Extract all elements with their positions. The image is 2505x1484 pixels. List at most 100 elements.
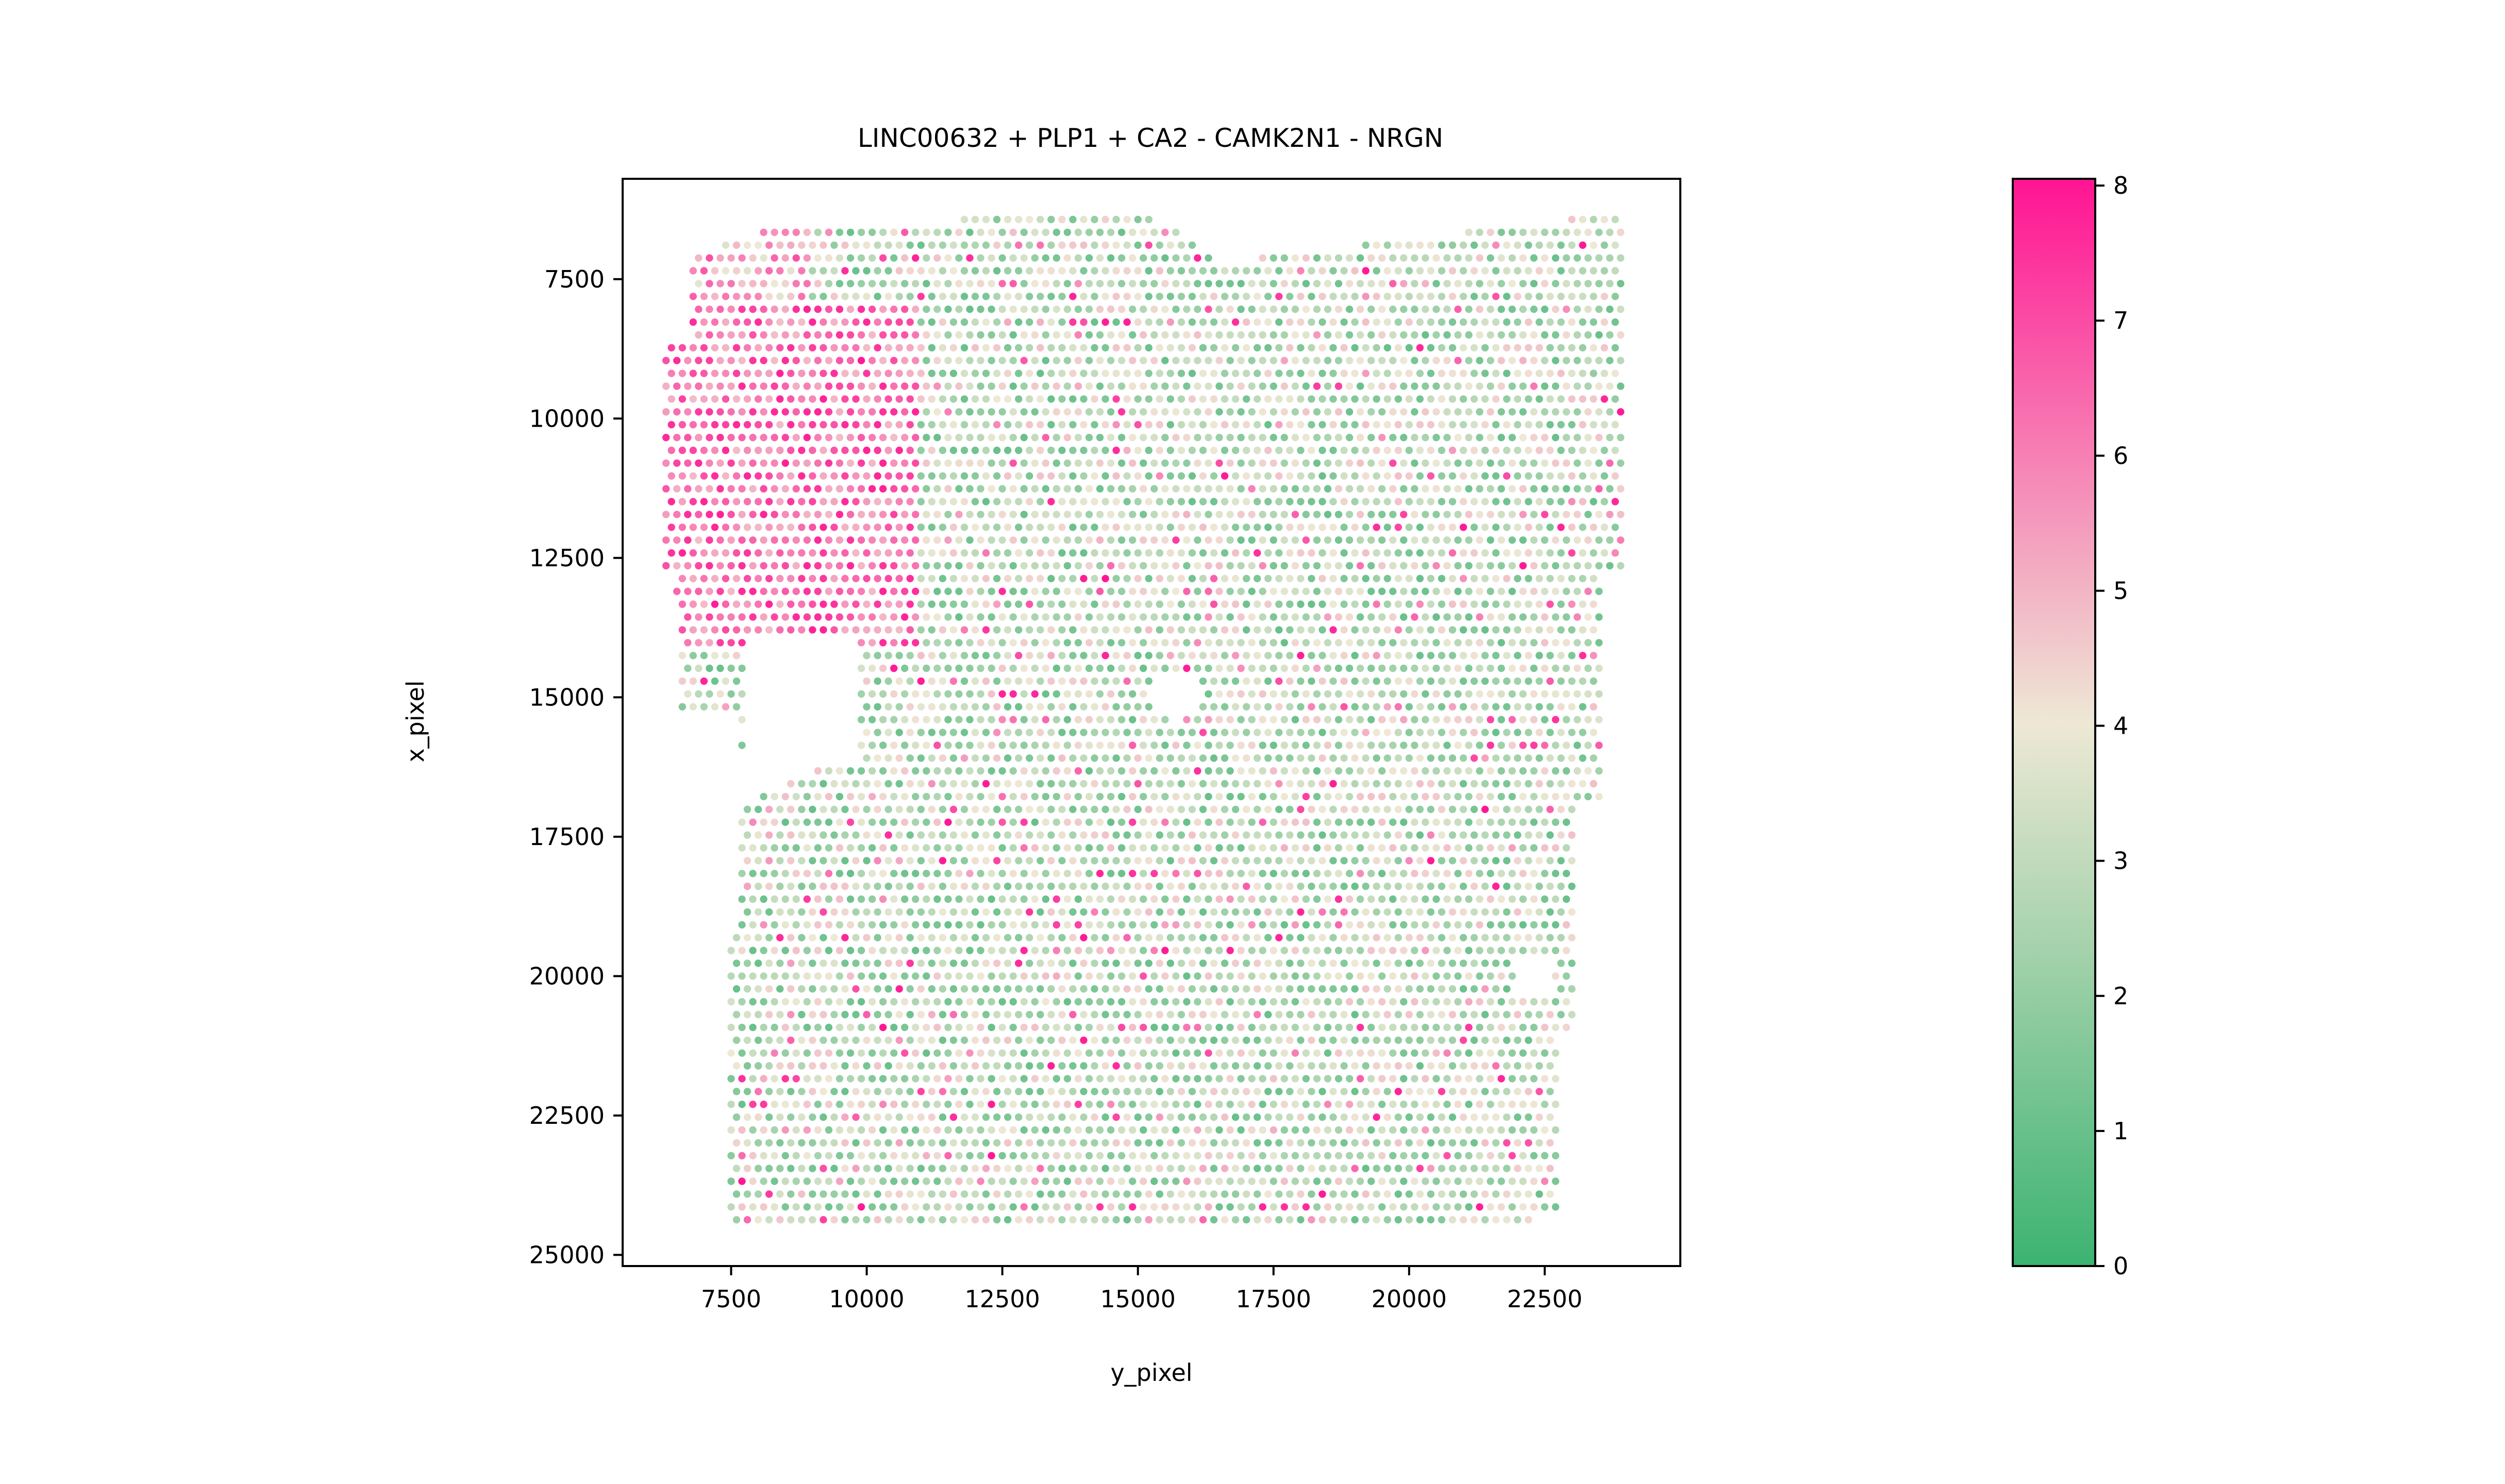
scatter-point [809,805,816,814]
scatter-point [1145,498,1153,505]
scatter-point [977,818,984,826]
scatter-point [1053,741,1060,749]
scatter-point [1351,318,1359,326]
scatter-point [971,780,979,788]
scatter-point [1378,485,1386,493]
scatter-point [1362,498,1370,505]
scatter-point [662,357,670,364]
scatter-point [1259,382,1266,390]
scatter-point [1096,562,1104,570]
scatter-point [841,241,849,249]
scatter-point [1476,792,1483,801]
scatter-point [1259,306,1266,313]
scatter-point [1101,267,1109,275]
scatter-point [1264,267,1272,275]
scatter-point [1443,306,1451,313]
scatter-point [1302,870,1310,878]
scatter-point [960,729,968,736]
scatter-point [678,652,687,660]
scatter-point [988,357,995,364]
scatter-point [982,985,990,993]
scatter-point [1568,241,1576,249]
scatter-point [825,947,833,954]
scatter-point [928,805,936,814]
scatter-point [684,690,692,698]
scatter-point [1411,254,1418,262]
scatter-point [857,639,865,647]
scatter-point [1026,985,1033,993]
scatter-point [1117,382,1126,390]
scatter-point [884,446,892,454]
scatter-point [1058,882,1066,890]
scatter-point [1042,972,1050,980]
scatter-point [982,241,990,249]
scatter-point [1416,318,1424,326]
scatter-point [771,562,778,570]
scatter-point [1237,664,1245,672]
scatter-point [1465,870,1473,878]
scatter-point [1074,792,1082,801]
scatter-point [1215,613,1223,621]
scatter-point [1112,934,1120,941]
scatter-point [1340,472,1348,480]
scatter-point [1270,382,1277,390]
scatter-point [1270,562,1277,570]
scatter-point [1074,639,1082,647]
scatter-point [1112,267,1120,275]
scatter-point [1172,306,1180,313]
scatter-point [711,446,719,454]
scatter-point [857,792,865,801]
scatter-point [1465,485,1473,493]
scatter-point [1345,818,1354,826]
scatter-point [1015,754,1023,762]
scatter-point [1351,934,1359,941]
scatter-point [1188,1010,1196,1019]
scatter-point [1362,575,1370,583]
scatter-point [868,972,876,980]
scatter-point [738,818,746,826]
scatter-point [1432,433,1440,442]
scatter-point [1117,306,1126,313]
scatter-point [1476,613,1483,621]
scatter-point [1161,947,1169,954]
scatter-point [1205,459,1212,467]
scatter-point [1210,831,1218,839]
scatter-point [1557,985,1565,993]
scatter-point [1026,780,1033,788]
scatter-point [1031,228,1039,237]
scatter-point [1156,549,1163,557]
scatter-point [743,395,751,403]
scatter-point [1156,857,1163,865]
scatter-point [1188,729,1196,736]
scatter-point [1378,587,1386,595]
scatter-point [1373,831,1380,839]
scatter-point [1356,587,1364,595]
scatter-point [1400,331,1408,339]
scatter-point [1058,754,1066,762]
scatter-point [1595,716,1603,723]
scatter-point [1481,498,1489,505]
scatter-point [1015,472,1023,480]
scatter-point [1107,664,1115,672]
scatter-point [988,921,995,929]
scatter-point [1210,626,1218,634]
scatter-point [1231,524,1240,531]
scatter-point [1562,767,1571,775]
scatter-point [1129,792,1137,801]
scatter-point [874,1010,881,1019]
scatter-point [1546,446,1554,454]
scatter-point [1172,254,1180,262]
scatter-point [960,498,968,505]
scatter-point [939,524,947,531]
scatter-point [1476,562,1483,570]
scatter-point [1259,357,1266,364]
scatter-point [1297,318,1305,326]
scatter-point [917,908,925,916]
scatter-point [787,549,795,557]
scatter-point [776,626,784,634]
scatter-point [1058,267,1066,275]
scatter-point [1297,857,1305,865]
scatter-point [1156,241,1163,249]
scatter-point [1270,536,1277,544]
scatter-point [1047,472,1055,480]
